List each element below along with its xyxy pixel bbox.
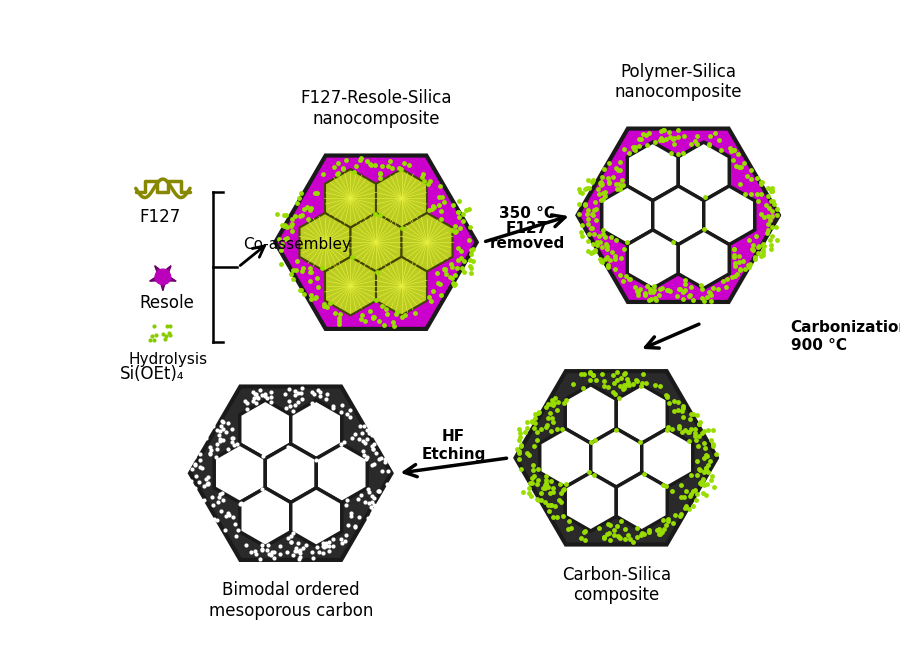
- Polygon shape: [401, 213, 453, 272]
- Polygon shape: [149, 277, 163, 281]
- Polygon shape: [325, 257, 376, 315]
- Polygon shape: [652, 186, 704, 244]
- Polygon shape: [616, 472, 667, 531]
- Text: F127: F127: [506, 221, 548, 236]
- Polygon shape: [565, 472, 617, 531]
- Text: F127: F127: [140, 207, 181, 225]
- Polygon shape: [376, 169, 427, 227]
- Polygon shape: [214, 444, 266, 503]
- Polygon shape: [239, 400, 291, 458]
- Polygon shape: [679, 230, 729, 289]
- Text: Bimodal ordered
mesoporous carbon: Bimodal ordered mesoporous carbon: [209, 581, 373, 620]
- Polygon shape: [642, 429, 693, 487]
- Text: Hydrolysis: Hydrolysis: [128, 352, 207, 366]
- Text: F127-Resole-Silica
nanocomposite: F127-Resole-Silica nanocomposite: [301, 89, 452, 128]
- Polygon shape: [291, 400, 342, 458]
- Polygon shape: [578, 129, 779, 302]
- Polygon shape: [155, 266, 163, 277]
- Polygon shape: [679, 142, 729, 201]
- Polygon shape: [627, 142, 679, 201]
- Text: Carbonization
900 °C: Carbonization 900 °C: [790, 320, 900, 353]
- Polygon shape: [516, 371, 717, 544]
- Polygon shape: [627, 230, 679, 289]
- Polygon shape: [350, 213, 401, 272]
- Polygon shape: [163, 266, 171, 277]
- Text: removed: removed: [490, 236, 565, 252]
- Text: Polymer-Silica
nanocomposite: Polymer-Silica nanocomposite: [615, 62, 742, 101]
- Polygon shape: [163, 277, 176, 281]
- Polygon shape: [161, 277, 165, 291]
- Polygon shape: [325, 169, 376, 227]
- Text: Carbon-Silica
composite: Carbon-Silica composite: [562, 566, 670, 605]
- Polygon shape: [300, 213, 350, 272]
- Polygon shape: [316, 444, 367, 503]
- Polygon shape: [616, 384, 667, 443]
- Text: Resole: Resole: [140, 294, 194, 312]
- Polygon shape: [540, 429, 590, 487]
- Polygon shape: [704, 186, 755, 244]
- Polygon shape: [376, 257, 427, 315]
- Polygon shape: [291, 488, 342, 546]
- Polygon shape: [266, 444, 316, 503]
- Text: HF
Etching: HF Etching: [421, 429, 486, 462]
- Polygon shape: [239, 488, 291, 546]
- Polygon shape: [275, 156, 477, 329]
- Text: Si(OEt)₄: Si(OEt)₄: [121, 366, 184, 383]
- Text: 350 °C: 350 °C: [500, 205, 555, 221]
- Text: Co-assembley: Co-assembley: [243, 237, 351, 252]
- Polygon shape: [565, 384, 617, 443]
- Circle shape: [155, 269, 171, 285]
- Polygon shape: [590, 429, 642, 487]
- Polygon shape: [190, 386, 392, 560]
- Polygon shape: [602, 186, 652, 244]
